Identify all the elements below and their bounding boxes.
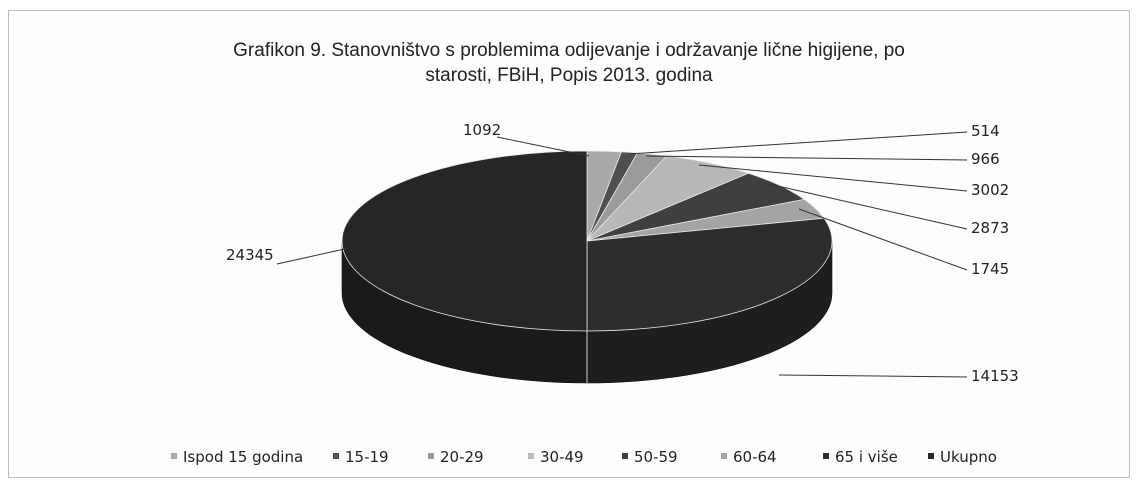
- legend-swatch-2: [428, 453, 434, 459]
- data-label-3: 3002: [971, 181, 1009, 199]
- legend-swatch-5: [721, 453, 727, 459]
- legend-label-2: 20-29: [440, 448, 484, 466]
- data-label-6: 14153: [971, 367, 1019, 385]
- legend-swatch-7: [928, 453, 934, 459]
- pie-slice-65-i-vi-e: [586, 217, 833, 332]
- leader-line-7: [276, 247, 350, 265]
- legend-swatch-3: [528, 453, 534, 459]
- chart-title-line-1: Grafikon 9. Stanovništvo s problemima od…: [233, 40, 905, 61]
- legend-label-1: 15-19: [345, 448, 389, 466]
- legend-swatch-4: [622, 453, 628, 459]
- data-label-0: 1092: [463, 121, 501, 139]
- data-label-1: 514: [971, 122, 1000, 140]
- chart-title: Grafikon 9. Stanovništvo s problemima od…: [233, 40, 905, 86]
- leader-line-4: [768, 183, 968, 230]
- leader-line-0: [496, 136, 590, 157]
- leader-line-6: [778, 374, 968, 378]
- legend-label-6: 65 i više: [835, 448, 898, 466]
- legend-label-3: 30-49: [540, 448, 584, 466]
- leader-line-5: [798, 208, 968, 271]
- legend-swatch-0: [171, 453, 177, 459]
- legend-label-0: Ispod 15 godina: [183, 448, 303, 466]
- chart-frame: Grafikon 9. Stanovništvo s problemima od…: [8, 10, 1130, 478]
- leader-line-1: [628, 131, 968, 155]
- pie-chart: Grafikon 9. Stanovništvo s problemima od…: [171, 40, 1019, 466]
- pie-slices: [341, 150, 833, 332]
- pie-slice-ukupno: [341, 150, 588, 332]
- data-label-5: 1745: [971, 260, 1009, 278]
- data-labels: 1092 514 966 3002 2873 1745 14153 24345: [226, 121, 1019, 385]
- data-label-4: 2873: [971, 219, 1009, 237]
- legend-label-7: Ukupno: [940, 448, 997, 466]
- chart-title-line-2: starosti, FBiH, Popis 2013. godina: [425, 65, 713, 86]
- leader-line-2: [645, 155, 968, 161]
- legend: Ispod 15 godina 15-19 20-29 30-49 50-59 60-64…: [171, 448, 997, 466]
- data-label-2: 966: [971, 150, 1000, 168]
- legend-swatch-6: [823, 453, 829, 459]
- legend-swatch-1: [333, 453, 339, 459]
- data-label-7: 24345: [226, 246, 274, 264]
- legend-label-4: 50-59: [634, 448, 678, 466]
- leader-line-3: [698, 164, 968, 192]
- legend-label-5: 60-64: [733, 448, 777, 466]
